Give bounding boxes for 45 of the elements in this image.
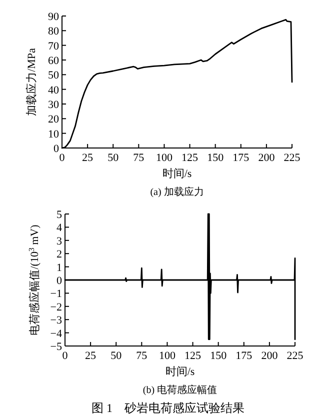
y-tick-label: −4 (50, 328, 62, 340)
x-tick-label: 150 (210, 350, 228, 362)
x-axis-title: 时间/s (165, 365, 195, 378)
y-tick-label: 10 (48, 128, 60, 140)
x-tick-label: 25 (85, 350, 97, 362)
x-tick-label: 200 (258, 152, 276, 164)
y-tick-label: 50 (48, 70, 60, 82)
x-tick-label: 125 (184, 350, 202, 362)
y-tick-label: −5 (50, 341, 62, 353)
x-tick-label: 75 (136, 350, 148, 362)
y-tick-label: 0 (56, 275, 62, 287)
x-tick-label: 225 (284, 152, 301, 164)
x-tick-label: 100 (158, 350, 176, 362)
text: (b) 电荷感应幅值 (142, 384, 218, 396)
x-tick-label: 50 (110, 350, 122, 362)
x-tick-label: 75 (133, 152, 145, 164)
x-tick-label: 150 (207, 152, 224, 164)
y-axis-title: 加载应力/MPa (25, 48, 38, 116)
x-tick-label: 200 (261, 350, 278, 362)
y-tick-label: 1 (56, 262, 62, 274)
x-tick-label: 25 (82, 152, 94, 164)
x-axis-title: 时间/s (162, 167, 192, 180)
y-tick-label: −3 (50, 314, 62, 327)
y-tick-label: 40 (48, 84, 60, 96)
y-tick-label: 30 (48, 99, 60, 111)
x-tick-label: 175 (236, 350, 253, 362)
y-tick-label: 2 (56, 248, 62, 261)
y-tick-label: 80 (48, 26, 60, 38)
y-tick-label: 3 (56, 235, 62, 248)
y-tick-label: −1 (50, 288, 62, 300)
x-tick-label: 50 (108, 152, 120, 164)
text: (a) 加载应力 (150, 186, 204, 198)
y-tick-label: 70 (48, 40, 60, 52)
x-tick-label: 225 (286, 350, 304, 362)
caption: 图 1 砂岩电荷感应试验结果 (92, 401, 244, 415)
y-tick-label: 60 (48, 55, 60, 67)
x-tick-label: 125 (182, 152, 199, 164)
y-tick-label: 20 (48, 114, 60, 126)
y-tick-label: 5 (56, 209, 62, 221)
y-tick-label: 4 (56, 222, 62, 234)
y-tick-label: 90 (48, 11, 60, 23)
x-tick-label: 175 (232, 152, 250, 164)
y-tick-label: 0 (54, 143, 60, 155)
y-tick-label: −2 (50, 301, 62, 314)
x-tick-label: 100 (156, 152, 173, 164)
